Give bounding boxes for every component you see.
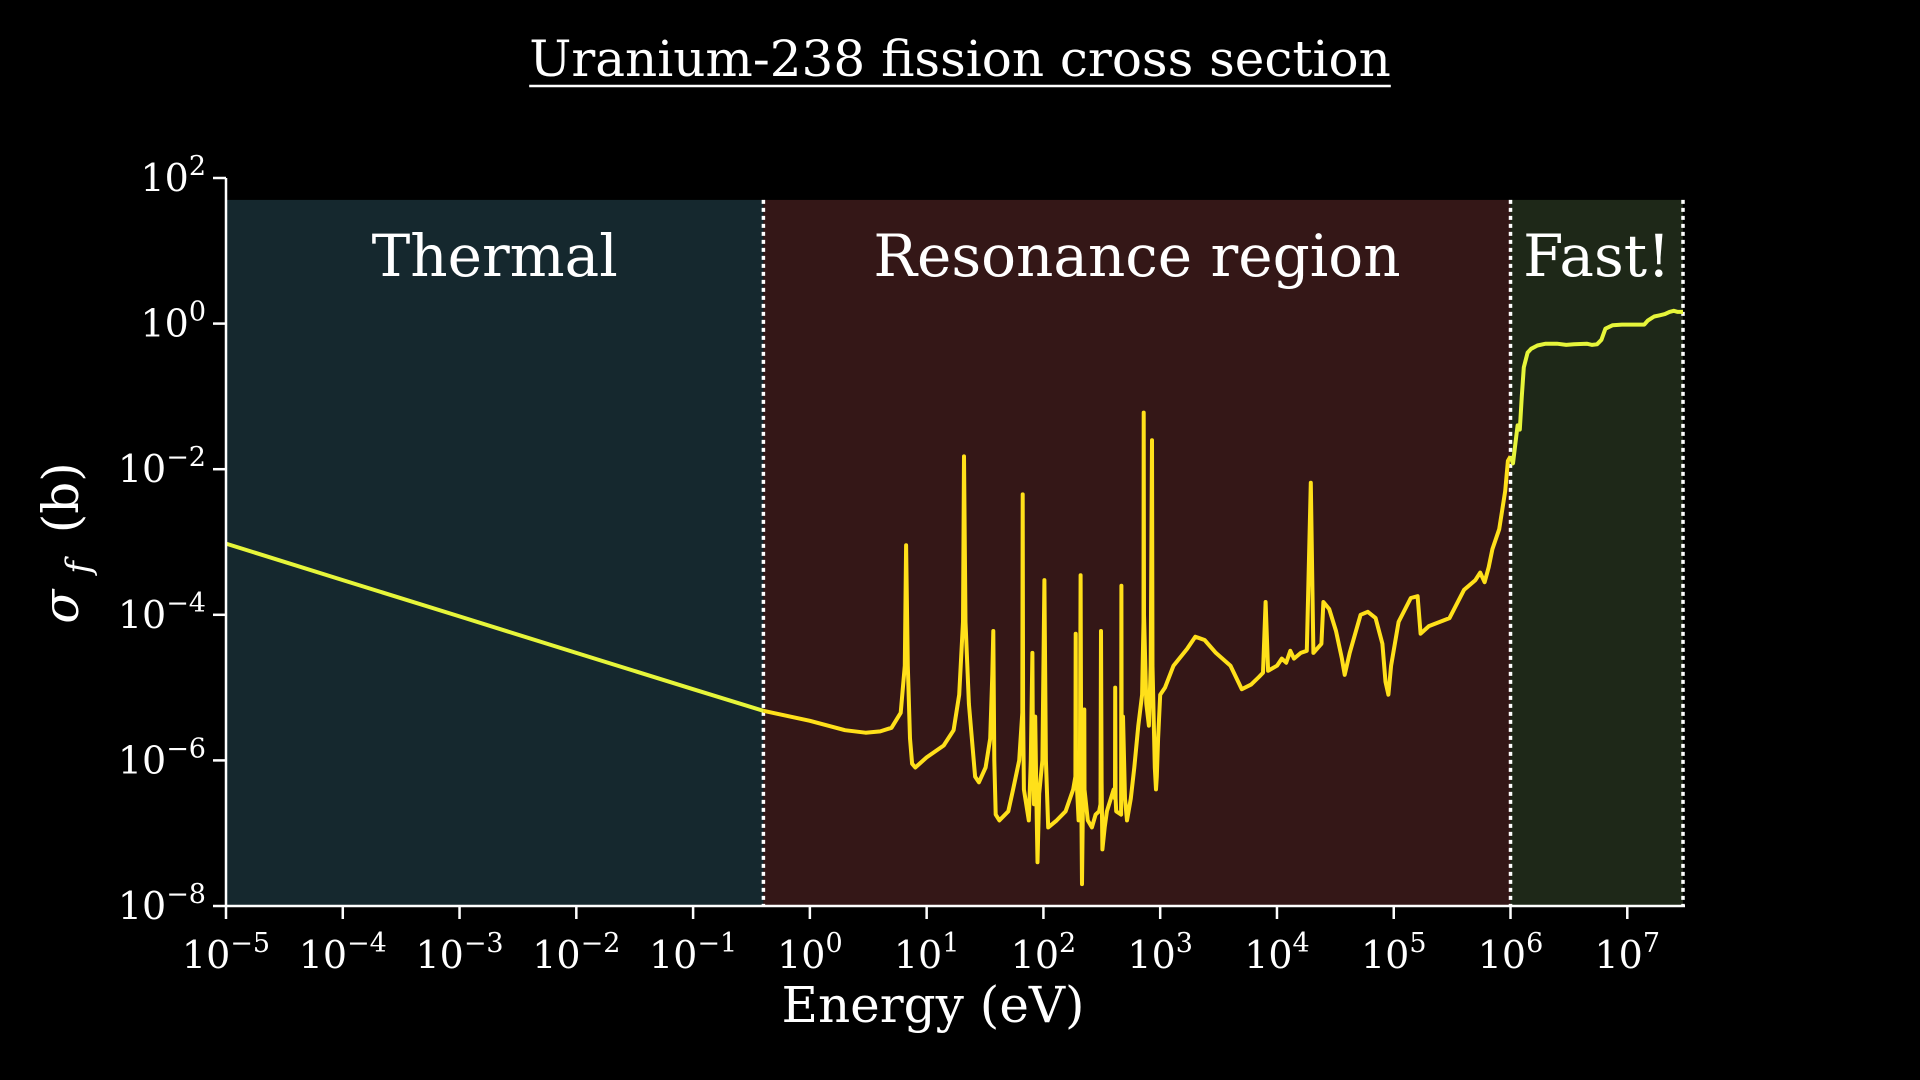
series-line-thermal [225, 541, 764, 713]
x-tick-label: 101 [894, 928, 960, 977]
x-tick-label: 103 [1127, 928, 1193, 977]
region-label-thermal: Thermal [372, 222, 618, 290]
y-axis-label-subscript: f [59, 556, 99, 577]
y-tick-label: 10−8 [118, 879, 206, 928]
x-ticks: 10−5 10−4 10−3 10−2 10−1 100 101 102 103 104 105 10… [182, 906, 1660, 977]
x-tick-label: 10−4 [299, 928, 387, 977]
chart-title: Uranium-238 fission cross section [529, 30, 1391, 88]
y-axis-label-unit: (b) [32, 462, 90, 533]
svg-text:σ f (b): σ f (b) [32, 462, 102, 624]
x-tick-label: 10−3 [415, 928, 503, 977]
region-label-resonance-region: Resonance region [873, 222, 1400, 290]
x-tick-label: 107 [1595, 928, 1661, 977]
y-tick-label: 10−6 [118, 733, 206, 782]
x-tick-label: 104 [1244, 928, 1310, 977]
x-tick-label: 10−5 [182, 928, 270, 977]
y-tick-label: 102 [140, 151, 206, 200]
x-tick-label: 100 [777, 928, 843, 977]
region-fast [1510, 199, 1683, 906]
y-axis-label: σ f (b) [32, 462, 102, 624]
region-resonance-region [763, 199, 1511, 906]
y-ticks: 10−8 10−6 10−4 10−2 100 102 [118, 151, 226, 928]
region-boundaries [761, 199, 1685, 906]
x-axis-label: Energy (eV) [781, 976, 1084, 1034]
region-thermal [226, 199, 764, 906]
region-backgrounds [226, 199, 1683, 906]
y-axis-label-symbol: σ [32, 588, 90, 624]
x-tick-label: 10−1 [649, 928, 737, 977]
axes [224, 178, 1685, 908]
y-tick-label: 10−2 [118, 442, 206, 491]
region-label-fast: Fast! [1523, 222, 1670, 290]
series-line-fast [1508, 308, 1683, 466]
series-line-resonance [762, 410, 1513, 887]
y-tick-label: 100 [140, 297, 206, 346]
x-tick-label: 106 [1478, 928, 1544, 977]
x-tick-label: 10−2 [532, 928, 620, 977]
x-tick-label: 105 [1361, 928, 1427, 977]
y-tick-label: 10−4 [118, 588, 206, 637]
region-labels: Thermal Resonance region Fast! [372, 222, 1671, 290]
x-tick-label: 102 [1011, 928, 1077, 977]
series-lines [225, 308, 1683, 887]
